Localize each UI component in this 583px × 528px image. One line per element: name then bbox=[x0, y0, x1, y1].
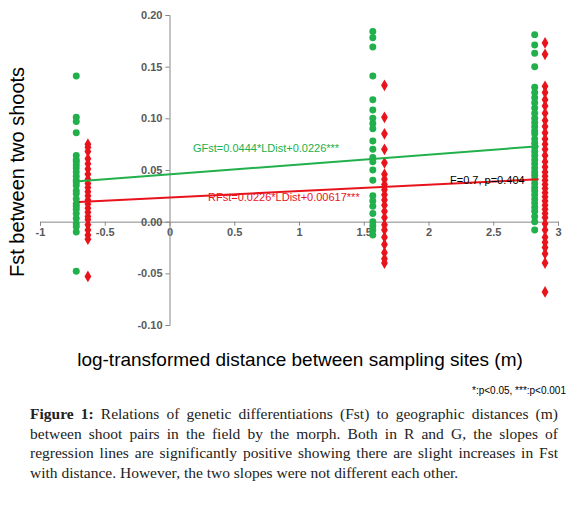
point bbox=[85, 271, 92, 283]
annotation: GFst=0.0444*LDist+0.0226*** bbox=[193, 142, 340, 154]
caption-text: Relations of genetic differentiations (F… bbox=[30, 405, 558, 481]
point bbox=[73, 229, 80, 236]
x-tick-mark bbox=[105, 222, 106, 226]
note: *:p<0.05, ***:p<0.001 bbox=[472, 385, 566, 396]
y-tick-mark bbox=[166, 325, 170, 326]
point bbox=[542, 48, 549, 60]
x-tick: 2 bbox=[426, 222, 432, 239]
point bbox=[531, 226, 538, 233]
y-tick-label: 0.00 bbox=[141, 216, 162, 228]
x-axis: -1-0.500.511.522.53 bbox=[36, 222, 562, 239]
point bbox=[73, 129, 80, 136]
x-tick: 3 bbox=[555, 222, 561, 239]
x-axis-title: log-transformed distance between samplin… bbox=[77, 349, 523, 370]
point bbox=[369, 34, 376, 41]
x-tick-mark bbox=[429, 222, 430, 226]
point bbox=[542, 257, 549, 269]
point bbox=[369, 125, 376, 132]
x-tick-label: 3 bbox=[555, 226, 561, 238]
caption-label: Figure 1: bbox=[30, 405, 94, 422]
x-tick-label: 1.5 bbox=[357, 226, 372, 238]
x-tick: 1 bbox=[296, 222, 302, 239]
point bbox=[369, 167, 376, 174]
point bbox=[73, 268, 80, 275]
y-tick: 0.15 bbox=[141, 61, 169, 73]
point bbox=[369, 72, 376, 79]
annotation: RFst=0.0226*LDist+0.00617*** bbox=[208, 191, 360, 203]
y-tick: 0.00 bbox=[141, 216, 169, 228]
x-tick: 0.5 bbox=[227, 222, 242, 239]
x-tick-mark bbox=[234, 222, 235, 226]
point bbox=[369, 146, 376, 153]
point bbox=[369, 96, 376, 103]
x-axis-line bbox=[41, 222, 559, 226]
x-tick-label: 1 bbox=[296, 226, 302, 238]
y-axis-line bbox=[166, 16, 171, 326]
y-axis: -0.10-0.050.000.050.100.150.20 bbox=[137, 9, 170, 331]
point bbox=[369, 107, 376, 114]
x-tick-mark bbox=[558, 222, 559, 226]
x-tick: -1 bbox=[36, 222, 46, 239]
spacer bbox=[94, 405, 101, 422]
x-tick-mark bbox=[299, 222, 300, 226]
point bbox=[369, 232, 376, 239]
y-tick-label: 0.20 bbox=[141, 9, 162, 21]
y-tick: 0.10 bbox=[141, 112, 169, 124]
y-tick-mark bbox=[166, 15, 170, 16]
x-tick-label: -0.5 bbox=[96, 226, 115, 238]
point bbox=[369, 28, 376, 35]
y-tick: 0.20 bbox=[141, 9, 169, 21]
point bbox=[542, 286, 549, 298]
point bbox=[381, 79, 388, 91]
point bbox=[85, 233, 92, 245]
point bbox=[531, 218, 538, 225]
y-tick-label: 0.10 bbox=[141, 112, 162, 124]
point bbox=[369, 210, 376, 217]
point bbox=[381, 257, 388, 269]
x-tick: 2.5 bbox=[486, 222, 501, 239]
x-tick: -0.5 bbox=[96, 222, 115, 239]
point bbox=[369, 44, 376, 51]
y-tick-mark bbox=[166, 170, 170, 171]
point bbox=[531, 41, 538, 48]
point bbox=[369, 203, 376, 210]
point bbox=[542, 37, 549, 49]
y-tick-label: 0.15 bbox=[141, 61, 162, 73]
point bbox=[369, 177, 376, 184]
y-tick-mark bbox=[166, 118, 170, 119]
point bbox=[531, 50, 538, 57]
x-tick-label: 2.5 bbox=[486, 226, 501, 238]
y-tick-mark bbox=[166, 222, 170, 223]
point bbox=[381, 128, 388, 140]
x-tick-mark bbox=[493, 222, 494, 226]
point bbox=[73, 72, 80, 79]
y-tick-label: -0.05 bbox=[137, 267, 162, 279]
annotation: F=0.7, p=0.404 bbox=[450, 174, 525, 186]
y-tick-label: -0.10 bbox=[137, 319, 162, 331]
chart: -1-0.500.511.522.53-0.10-0.050.000.050.1… bbox=[0, 0, 583, 400]
point bbox=[381, 111, 388, 123]
x-tick-label: -1 bbox=[36, 226, 46, 238]
x-tick-label: 0.5 bbox=[227, 226, 242, 238]
caption: Figure 1: Relations of genetic different… bbox=[30, 404, 558, 482]
x-tick-mark bbox=[40, 222, 41, 226]
point bbox=[369, 138, 376, 145]
y-axis-title: Fst between two shoots bbox=[6, 67, 28, 277]
x-tick-mark bbox=[364, 222, 365, 226]
point bbox=[531, 63, 538, 70]
y-tick: -0.10 bbox=[137, 319, 169, 331]
x-tick-label: 2 bbox=[426, 226, 432, 238]
y-tick-mark bbox=[166, 67, 170, 68]
y-tick: -0.05 bbox=[137, 267, 169, 279]
point bbox=[73, 118, 80, 125]
point bbox=[531, 31, 538, 38]
plot-area bbox=[73, 28, 549, 298]
point bbox=[381, 143, 388, 155]
y-tick-mark bbox=[166, 273, 170, 274]
